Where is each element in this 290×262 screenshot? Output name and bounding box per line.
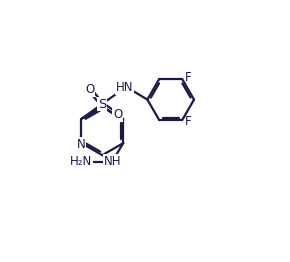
Text: O: O	[85, 83, 95, 96]
Text: F: F	[185, 115, 192, 128]
Text: F: F	[185, 72, 192, 84]
Text: O: O	[113, 108, 122, 121]
Text: N: N	[77, 138, 86, 151]
Text: HN: HN	[116, 81, 133, 94]
Text: NH: NH	[104, 155, 121, 168]
Text: H₂N: H₂N	[70, 155, 92, 168]
Text: S: S	[98, 98, 106, 111]
